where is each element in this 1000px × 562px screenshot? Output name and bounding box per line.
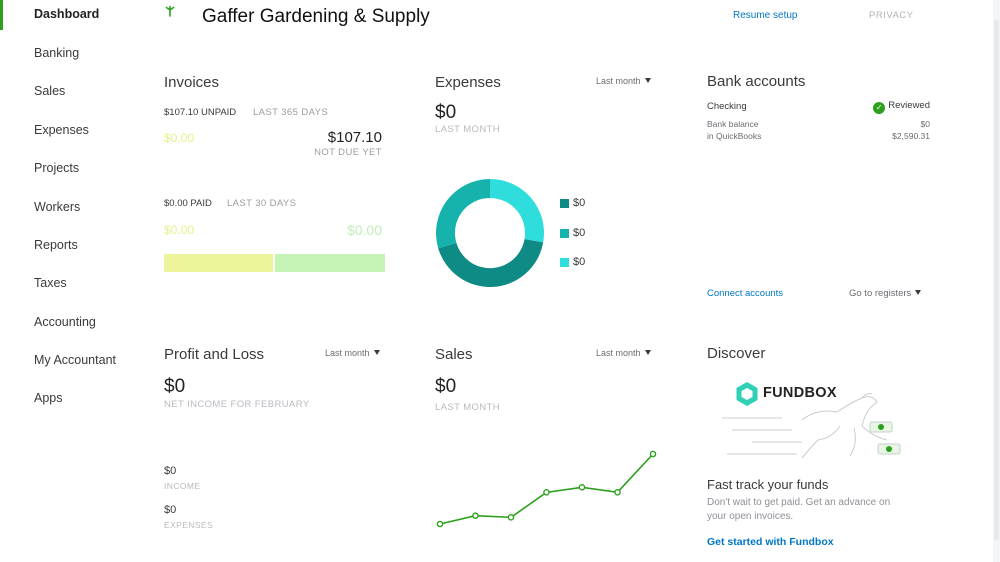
check-circle-icon: ✓ [873,102,886,114]
chevron-down-icon [644,350,651,355]
sidebar-item-banking[interactable]: Banking [34,46,80,60]
sidebar-item-apps[interactable]: Apps [34,391,63,405]
expenses-period-dropdown[interactable]: Last month [596,76,651,86]
chevron-down-icon [644,78,651,83]
sales-caption: LAST MONTH [435,402,501,413]
racing-horse-illustration [722,393,901,459]
leaf-icon [165,5,175,17]
donut-segment-light [490,179,545,243]
sidebar-item-expenses[interactable]: Expenses [34,123,89,137]
discover-title: Discover [707,345,766,362]
expenses-caption: LAST MONTH [435,124,501,135]
legend-value-1: $0 [573,197,586,209]
income-label: INCOME [164,481,201,491]
expenses-total-label: EXPENSES [164,520,214,530]
resume-setup-link[interactable]: Resume setup [733,10,798,21]
invoices-overdue-amount: $0.00 [164,131,195,145]
bank-balance-label: Bank balance [707,119,759,129]
invoices-not-deposited-amount: $0.00 [164,223,195,237]
profit-loss-title: Profit and Loss [164,346,265,363]
privacy-toggle[interactable]: PRIVACY [869,10,914,21]
sidebar-item-dashboard[interactable]: Dashboard [34,7,100,21]
scrollbar-thumb[interactable] [994,20,999,540]
chevron-down-icon [373,350,380,355]
sales-point-4 [578,484,586,491]
connect-accounts-link[interactable]: Connect accounts [707,288,784,299]
discover-body-line1: Don't wait to get paid. Get an advance o… [707,497,891,508]
sidebar-item-reports[interactable]: Reports [34,238,78,252]
bank-accounts-title: Bank accounts [707,73,806,90]
sidebar-item-my-accountant[interactable]: My Accountant [34,353,116,367]
quickbooks-balance-value: $2,590.31 [892,131,930,141]
bank-status: ✓ Reviewed [873,100,930,114]
invoices-paid: $0.00 PAID [164,198,212,209]
profit-loss-period-dropdown[interactable]: Last month [325,348,380,358]
invoices-not-due-label: NOT DUE YET [314,147,382,158]
chevron-down-icon [915,290,922,295]
discover-headline: Fast track your funds [707,477,829,492]
fundbox-logo-icon [736,382,758,406]
sales-point-5 [614,489,621,496]
legend-swatch-mid [560,229,569,238]
sales-line-chart[interactable] [430,440,665,535]
sidebar-item-projects[interactable]: Projects [34,161,80,175]
legend-value-2: $0 [573,227,586,239]
sidebar-item-taxes[interactable]: Taxes [34,276,67,290]
legend-swatch-dark [560,199,569,208]
sidebar-active-indicator [0,0,3,30]
bank-balance-value: $0 [920,119,930,129]
expenses-total-amount: $0 [164,504,177,516]
bank-account-name[interactable]: Checking [707,101,747,112]
deposited-bar[interactable] [275,254,385,272]
sales-title: Sales [435,346,473,363]
expenses-amount: $0 [435,102,457,123]
company-name: Gaffer Gardening & Supply [202,6,430,27]
legend-value-3: $0 [573,256,586,268]
invoices-unpaid: $107.10 UNPAID [164,107,237,118]
sales-point-2 [507,514,515,521]
sales-series-line [439,453,654,525]
invoices-paid-period: LAST 30 DAYS [227,198,297,209]
expenses-donut-chart[interactable] [430,172,555,297]
sales-point-0 [436,520,444,528]
not-deposited-bar[interactable] [164,254,273,272]
income-amount: $0 [164,465,177,477]
fundbox-cta-link[interactable]: Get started with Fundbox [707,536,834,548]
fundbox-brand: FUNDBOX [763,385,837,401]
go-to-registers-label: Go to registers [849,288,912,299]
sales-point-1 [472,512,479,519]
invoices-title: Invoices [164,74,220,91]
invoices-unpaid-period: LAST 365 DAYS [253,107,329,118]
net-income-amount: $0 [164,376,186,397]
invoices-deposited-amount: $0.00 [346,222,382,238]
go-to-registers-dropdown[interactable]: Go to registers [849,288,922,299]
donut-segment-dark [438,239,544,288]
net-income-caption: NET INCOME FOR FEBRUARY [164,399,310,410]
donut-segment-mid [436,179,490,249]
discover-body-line2: your open invoices. [707,511,794,522]
sidebar-item-workers[interactable]: Workers [34,200,81,214]
expenses-title: Expenses [435,74,501,91]
sales-period-dropdown[interactable]: Last month [596,348,651,358]
sales-period-label: Last month [596,348,641,358]
sidebar: Dashboard Banking Sales Expenses Project… [0,0,140,562]
sidebar-item-sales[interactable]: Sales [34,84,66,98]
invoices-not-due-amount: $107.10 [327,129,382,146]
legend-swatch-light [560,258,569,267]
sidebar-item-accounting[interactable]: Accounting [34,315,96,329]
sales-amount: $0 [435,376,457,397]
bank-status-label: Reviewed [888,100,930,111]
expenses-period-label: Last month [596,76,641,86]
sales-point-6 [649,450,657,458]
sales-point-3 [543,489,550,496]
scrollbar[interactable] [993,0,1000,562]
quickbooks-balance-label: in QuickBooks [707,131,762,141]
profit-loss-period-label: Last month [325,348,370,358]
